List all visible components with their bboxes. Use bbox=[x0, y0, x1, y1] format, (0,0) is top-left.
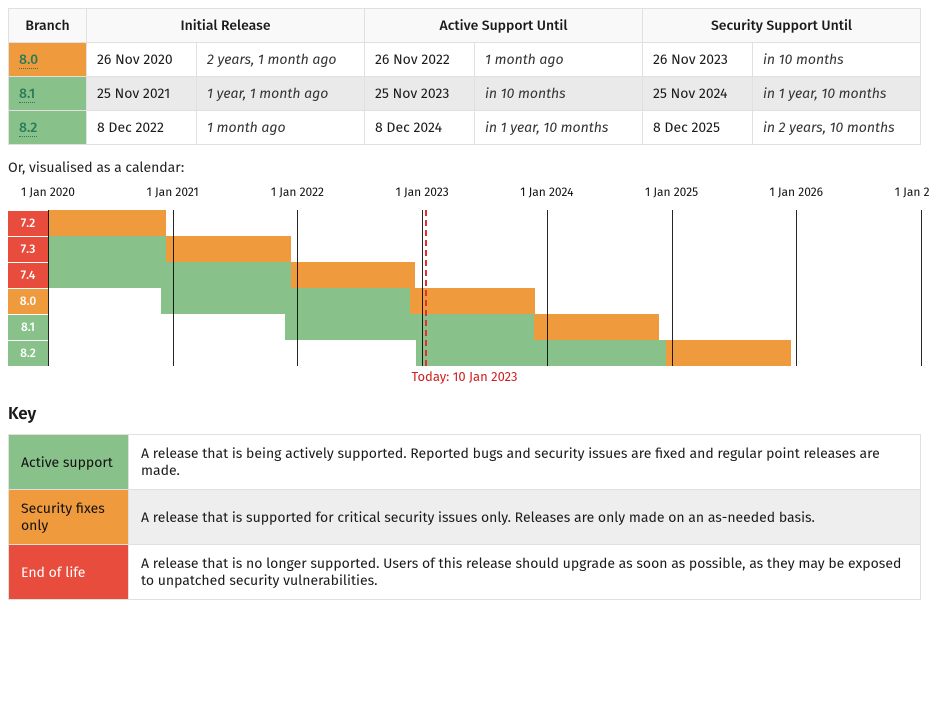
key-row: End of lifeA release that is no longer s… bbox=[9, 545, 921, 600]
relative-cell: in 1 year, 10 months bbox=[475, 111, 643, 145]
gantt-bar bbox=[666, 340, 791, 366]
year-gridline bbox=[921, 210, 922, 366]
date-cell: 25 Nov 2024 bbox=[643, 77, 753, 111]
date-cell: 8 Dec 2025 bbox=[643, 111, 753, 145]
branch-cell: 8.1 bbox=[9, 77, 87, 111]
gantt-row: 7.2 bbox=[48, 210, 921, 236]
gantt-row: 8.0 bbox=[48, 288, 921, 314]
key-label: Security fixes only bbox=[9, 490, 129, 545]
gantt-bar bbox=[285, 314, 534, 340]
gantt-row-label: 7.4 bbox=[8, 262, 48, 288]
key-description: A release that is no longer supported. U… bbox=[129, 545, 921, 600]
col-active: Active Support Until bbox=[365, 9, 643, 43]
date-cell: 26 Nov 2022 bbox=[365, 43, 475, 77]
branch-cell: 8.0 bbox=[9, 43, 87, 77]
gantt-axis: 1 Jan 20201 Jan 20211 Jan 20221 Jan 2023… bbox=[48, 186, 921, 210]
gantt-row-label: 7.2 bbox=[8, 210, 48, 236]
axis-label: 1 Jan 2021 bbox=[147, 186, 199, 200]
table-header-row: Branch Initial Release Active Support Un… bbox=[9, 9, 921, 43]
col-branch: Branch bbox=[9, 9, 87, 43]
date-cell: 26 Nov 2023 bbox=[643, 43, 753, 77]
year-gridline bbox=[422, 210, 423, 366]
relative-cell: in 2 years, 10 months bbox=[753, 111, 921, 145]
gantt-bar bbox=[410, 288, 535, 314]
axis-label: 1 Jan 2025 bbox=[645, 186, 698, 200]
branch-cell: 8.2 bbox=[9, 111, 87, 145]
axis-label: 1 Jan 2027 bbox=[895, 186, 929, 200]
gantt-bar bbox=[48, 262, 291, 288]
branch-link[interactable]: 8.2 bbox=[19, 119, 37, 137]
today-line bbox=[425, 210, 427, 366]
key-table: Active supportA release that is being ac… bbox=[8, 434, 921, 600]
key-row: Active supportA release that is being ac… bbox=[9, 435, 921, 490]
gantt-row: 8.1 bbox=[48, 314, 921, 340]
gantt-bar bbox=[534, 314, 659, 340]
support-table: Branch Initial Release Active Support Un… bbox=[8, 8, 921, 145]
key-label: End of life bbox=[9, 545, 129, 600]
year-gridline bbox=[547, 210, 548, 366]
key-heading: Key bbox=[8, 403, 921, 424]
gantt-chart: 1 Jan 2020 1 Jan 2021 1 Jan 2022 1 Jan 2023… bbox=[8, 186, 921, 385]
gantt-body: 7.27.37.48.08.18.2 bbox=[48, 210, 921, 366]
year-gridline bbox=[672, 210, 673, 366]
gantt-row: 7.3 bbox=[48, 236, 921, 262]
axis-label: 1 Jan 2024 bbox=[520, 186, 573, 200]
calendar-subtext: Or, visualised as a calendar: bbox=[8, 159, 921, 176]
col-initial: Initial Release bbox=[87, 9, 365, 43]
axis-label: 1 Jan 2022 bbox=[271, 186, 324, 200]
relative-cell: in 10 months bbox=[753, 43, 921, 77]
date-cell: 8 Dec 2024 bbox=[365, 111, 475, 145]
year-gridline bbox=[48, 210, 49, 366]
table-row: 8.125 Nov 20211 year, 1 month ago25 Nov … bbox=[9, 77, 921, 111]
table-row: 8.026 Nov 20202 years, 1 month ago26 Nov… bbox=[9, 43, 921, 77]
date-cell: 8 Dec 2022 bbox=[87, 111, 197, 145]
key-label: Active support bbox=[9, 435, 129, 490]
date-cell: 25 Nov 2023 bbox=[365, 77, 475, 111]
gantt-row-label: 8.2 bbox=[8, 340, 48, 366]
gantt-row-label: 7.3 bbox=[8, 236, 48, 262]
relative-cell: 1 year, 1 month ago bbox=[197, 77, 365, 111]
today-label: Today: 10 Jan 2023 bbox=[8, 370, 921, 385]
relative-cell: in 10 months bbox=[475, 77, 643, 111]
branch-link[interactable]: 8.1 bbox=[19, 85, 35, 103]
gantt-row-label: 8.1 bbox=[8, 314, 48, 340]
axis-label: 1 Jan 2023 bbox=[396, 186, 449, 200]
gantt-bar bbox=[291, 262, 416, 288]
gantt-row: 7.4 bbox=[48, 262, 921, 288]
date-cell: 26 Nov 2020 bbox=[87, 43, 197, 77]
axis-label: 1 Jan 2020 bbox=[21, 186, 75, 200]
date-cell: 25 Nov 2021 bbox=[87, 77, 197, 111]
gantt-bar bbox=[48, 236, 166, 262]
col-security: Security Support Until bbox=[643, 9, 921, 43]
gantt-row-label: 8.0 bbox=[8, 288, 48, 314]
year-gridline bbox=[173, 210, 174, 366]
gantt-row: 8.2 bbox=[48, 340, 921, 366]
year-gridline bbox=[796, 210, 797, 366]
key-description: A release that is being actively support… bbox=[129, 435, 921, 490]
relative-cell: 1 month ago bbox=[475, 43, 643, 77]
relative-cell: in 1 year, 10 months bbox=[753, 77, 921, 111]
key-description: A release that is supported for critical… bbox=[129, 490, 921, 545]
year-gridline bbox=[297, 210, 298, 366]
gantt-bar bbox=[48, 210, 166, 236]
branch-link[interactable]: 8.0 bbox=[19, 51, 38, 69]
gantt-bar bbox=[161, 288, 410, 314]
axis-label: 1 Jan 2026 bbox=[769, 186, 823, 200]
key-row: Security fixes onlyA release that is sup… bbox=[9, 490, 921, 545]
relative-cell: 1 month ago bbox=[197, 111, 365, 145]
relative-cell: 2 years, 1 month ago bbox=[197, 43, 365, 77]
gantt-bar bbox=[416, 340, 666, 366]
gantt-bar bbox=[166, 236, 291, 262]
table-row: 8.2 8 Dec 20221 month ago8 Dec 2024in 1 y… bbox=[9, 111, 921, 145]
